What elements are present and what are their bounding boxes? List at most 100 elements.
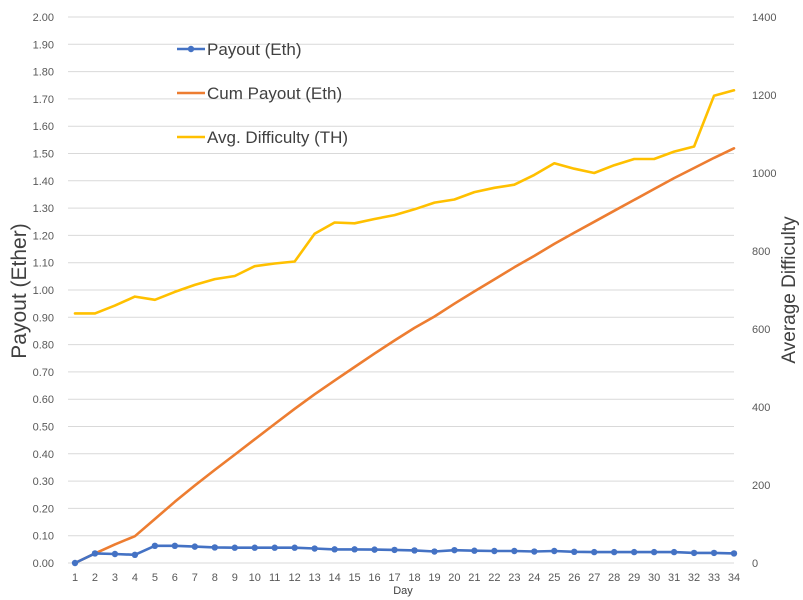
x-tick-label: 16: [368, 572, 380, 584]
data-point: [730, 550, 738, 557]
data-point: [531, 548, 538, 555]
series-lines: [73, 89, 736, 565]
data-point: [231, 544, 238, 551]
x-tick-label: 13: [309, 572, 321, 584]
x-tick-label: 21: [468, 572, 480, 584]
x-tick-label: 33: [708, 572, 720, 584]
y-tick-label: 1.30: [33, 203, 54, 215]
x-tick-label: 17: [388, 572, 400, 584]
y-tick-label: 0.40: [33, 449, 54, 461]
y-tick-label: 1.50: [33, 149, 54, 161]
x-tick-label: 19: [428, 572, 440, 584]
y-axis-title: Payout (Ether): [8, 223, 31, 358]
y2-axis-title: Average Difficulty: [779, 216, 800, 364]
y-tick-label: 0.50: [33, 422, 54, 434]
x-tick-label: 24: [528, 572, 540, 584]
x-tick-label: 18: [408, 572, 420, 584]
x-tick-label: 6: [172, 572, 178, 584]
x-axis-title: Day: [393, 585, 413, 597]
data-point: [311, 545, 318, 552]
y-tick-label: 0.60: [33, 394, 54, 406]
data-point: [451, 546, 458, 554]
data-point: [271, 544, 278, 551]
data-point: [551, 547, 558, 555]
data-point: [471, 547, 478, 554]
data-point: [610, 548, 618, 556]
x-tick-label: 27: [588, 572, 600, 584]
x-tick-label: 23: [508, 572, 520, 584]
y2-tick-label: 600: [752, 324, 770, 336]
y-tick-label: 0.10: [33, 531, 54, 543]
x-tick-label: 20: [448, 572, 460, 584]
data-point: [391, 546, 398, 554]
x-tick-label: 8: [212, 572, 218, 584]
x-axis-tick-labels: 1 2 3 4 5 6 7 8 9 10 11 12 13 14 15 16 17 18 19 20 21 22 23 24 2…: [72, 572, 740, 584]
y-axis-tick-labels: 0.00 0.10 0.20 0.30 0.40 0.50 0.60 0.70 0.80 0.90…: [33, 12, 54, 570]
x-tick-label: 26: [568, 572, 580, 584]
gridlines: [68, 16, 734, 564]
x-tick-label: 7: [192, 572, 198, 584]
series-line-1: [73, 147, 736, 565]
y-tick-label: 1.00: [33, 285, 54, 297]
y-tick-label: 0.90: [33, 312, 54, 324]
y-tick-label: 0.80: [33, 340, 54, 352]
data-point: [191, 543, 199, 550]
x-tick-label: 11: [269, 572, 280, 584]
data-point: [111, 550, 119, 558]
data-point: [171, 542, 179, 550]
x-tick-label: 12: [289, 572, 301, 584]
x-tick-label: 2: [92, 572, 98, 584]
x-tick-label: 4: [132, 572, 138, 584]
x-tick-label: 9: [232, 572, 238, 584]
series-markers: [71, 542, 738, 567]
data-point: [131, 551, 139, 559]
x-tick-label: 25: [548, 572, 560, 584]
y-tick-label: 1.60: [33, 121, 54, 133]
x-tick-label: 1: [72, 572, 78, 584]
series-line-2: [73, 89, 736, 315]
data-point: [591, 548, 598, 556]
y-tick-label: 0.20: [33, 503, 54, 515]
x-tick-label: 30: [648, 572, 660, 584]
x-tick-label: 28: [608, 572, 620, 584]
y-tick-label: 2.00: [33, 12, 54, 24]
data-point: [71, 559, 79, 567]
data-point: [511, 547, 518, 555]
y2-tick-label: 800: [752, 246, 770, 258]
y-tick-label: 1.10: [33, 258, 54, 270]
data-point: [351, 546, 358, 553]
y-tick-label: 1.20: [33, 230, 54, 242]
data-point: [431, 548, 438, 555]
data-point: [151, 542, 159, 550]
legend-marker: [187, 45, 195, 53]
data-point: [331, 546, 338, 553]
y-tick-label: 0.30: [33, 476, 54, 488]
y2-tick-label: 1200: [752, 90, 776, 102]
x-tick-label: 22: [488, 572, 500, 584]
y2-tick-label: 1400: [752, 12, 776, 24]
legend: Payout (Eth) Cum Payout (Eth) Avg. Difficu…: [177, 40, 348, 147]
y-tick-label: 1.40: [33, 176, 54, 188]
series-line-0: [73, 544, 736, 565]
y2-tick-label: 400: [752, 402, 770, 414]
y-tick-label: 1.70: [33, 94, 54, 106]
y2-tick-label: 200: [752, 480, 770, 492]
x-tick-label: 34: [728, 572, 740, 584]
data-point: [371, 546, 378, 553]
y-tick-label: 1.90: [33, 39, 54, 51]
legend-label: Payout (Eth): [207, 40, 302, 59]
data-point: [630, 548, 638, 556]
y-tick-label: 0.70: [33, 367, 54, 379]
x-tick-label: 32: [688, 572, 700, 584]
data-point: [291, 544, 298, 551]
y2-tick-label: 1000: [752, 168, 776, 180]
data-point: [650, 548, 658, 556]
data-point: [251, 544, 258, 551]
data-point: [690, 549, 698, 557]
legend-label: Cum Payout (Eth): [207, 84, 342, 103]
x-tick-label: 29: [628, 572, 640, 584]
data-point: [491, 547, 498, 555]
data-point: [670, 548, 678, 556]
legend-label: Avg. Difficulty (TH): [207, 128, 348, 147]
